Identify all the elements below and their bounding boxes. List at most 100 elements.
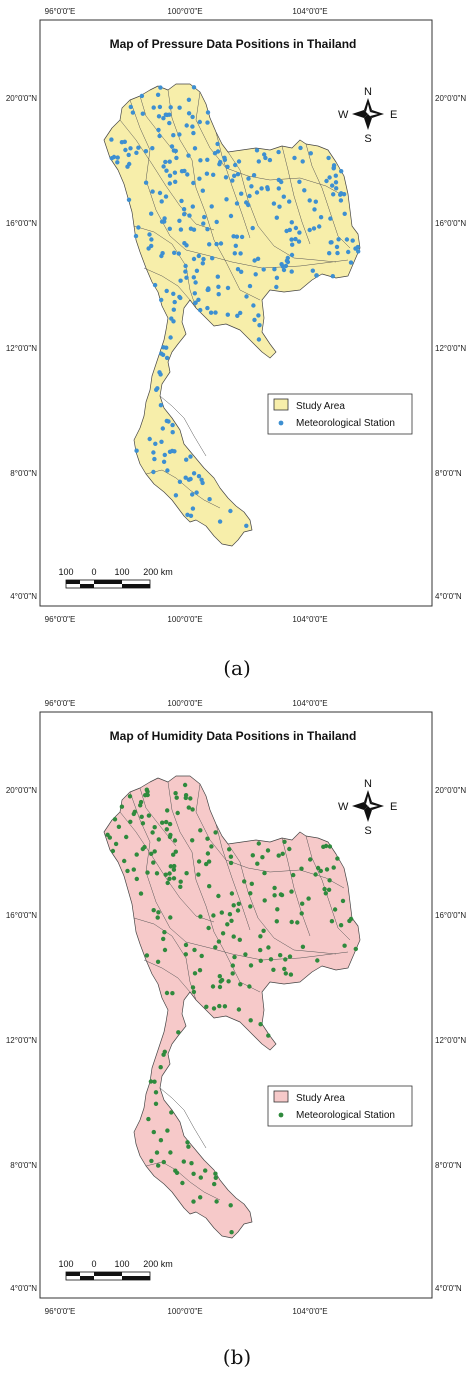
station-marker bbox=[190, 204, 195, 209]
station-marker bbox=[151, 908, 156, 913]
station-marker bbox=[147, 232, 152, 237]
station-marker bbox=[177, 132, 182, 137]
station-marker bbox=[156, 127, 161, 133]
station-marker bbox=[282, 839, 287, 844]
compass-north: N bbox=[364, 86, 372, 98]
station-marker bbox=[239, 269, 244, 274]
station-marker bbox=[158, 1065, 163, 1070]
station-marker bbox=[196, 297, 201, 302]
station-marker bbox=[164, 418, 169, 424]
station-marker bbox=[332, 907, 338, 912]
station-marker bbox=[288, 972, 294, 977]
station-marker bbox=[213, 1175, 218, 1180]
station-marker bbox=[172, 170, 178, 175]
station-marker bbox=[289, 237, 294, 242]
station-marker bbox=[154, 871, 160, 876]
station-marker bbox=[161, 1159, 166, 1165]
lat-tick-16-right: 16°0'0"N bbox=[435, 911, 466, 920]
station-marker bbox=[274, 919, 279, 924]
station-marker bbox=[131, 867, 136, 872]
station-marker bbox=[226, 979, 231, 984]
station-marker bbox=[188, 226, 194, 231]
station-marker bbox=[183, 942, 189, 948]
station-marker bbox=[149, 1158, 154, 1164]
station-marker bbox=[167, 120, 172, 126]
station-marker bbox=[249, 184, 254, 189]
station-marker bbox=[160, 426, 165, 431]
station-marker bbox=[252, 317, 257, 323]
station-marker bbox=[218, 241, 224, 246]
station-marker bbox=[188, 796, 193, 801]
station-marker bbox=[209, 204, 214, 209]
station-marker bbox=[200, 261, 205, 266]
station-marker bbox=[230, 971, 235, 976]
lon-tick-96-bottom: 96°0'0"E bbox=[45, 1307, 76, 1316]
station-marker bbox=[281, 194, 286, 199]
station-marker bbox=[160, 820, 165, 825]
station-marker bbox=[148, 1079, 154, 1084]
station-marker bbox=[207, 242, 212, 247]
station-marker bbox=[186, 1144, 191, 1149]
station-marker bbox=[210, 984, 216, 989]
station-marker bbox=[185, 172, 190, 177]
station-marker bbox=[214, 1199, 219, 1204]
station-marker bbox=[206, 859, 212, 864]
station-marker bbox=[140, 111, 145, 116]
station-marker bbox=[161, 116, 166, 121]
station-marker bbox=[191, 1171, 196, 1176]
station-marker bbox=[196, 474, 202, 479]
station-marker bbox=[134, 150, 139, 155]
station-markers bbox=[109, 85, 361, 528]
station-marker bbox=[344, 237, 350, 242]
station-marker bbox=[186, 97, 192, 103]
lat-tick-8-right: 8°0'0"N bbox=[435, 1161, 462, 1170]
station-marker bbox=[158, 1138, 164, 1143]
station-marker bbox=[258, 934, 263, 939]
station-marker bbox=[285, 255, 290, 261]
station-marker bbox=[168, 335, 173, 340]
station-marker bbox=[105, 832, 110, 837]
station-marker bbox=[256, 841, 261, 846]
station-marker bbox=[174, 795, 179, 800]
compass-south: S bbox=[364, 133, 371, 145]
station-marker bbox=[177, 105, 182, 110]
station-marker bbox=[181, 1159, 186, 1164]
station-marker bbox=[329, 919, 335, 924]
station-marker bbox=[205, 851, 211, 856]
station-marker bbox=[139, 814, 144, 819]
scale-label-100: 100 bbox=[114, 1259, 129, 1269]
station-marker bbox=[167, 226, 172, 231]
station-marker bbox=[324, 867, 330, 872]
station-marker bbox=[200, 188, 205, 193]
station-marker bbox=[127, 794, 133, 799]
station-marker bbox=[338, 198, 344, 203]
station-marker bbox=[223, 175, 229, 180]
scale-label-100-left: 100 bbox=[58, 567, 73, 577]
station-marker bbox=[161, 345, 166, 350]
station-marker bbox=[248, 1018, 253, 1023]
station-marker bbox=[193, 280, 198, 285]
station-marker bbox=[184, 871, 189, 876]
station-marker bbox=[318, 868, 323, 874]
station-marker bbox=[308, 151, 313, 156]
lat-tick-4: 4°0'0"N bbox=[10, 592, 37, 601]
station-marker bbox=[234, 234, 240, 239]
station-marker bbox=[152, 849, 157, 854]
station-marker bbox=[276, 186, 281, 191]
lon-tick-100: 100°0'0"E bbox=[167, 7, 202, 16]
station-marker bbox=[159, 219, 165, 224]
station-marker bbox=[151, 105, 156, 110]
station-marker bbox=[214, 241, 219, 247]
station-marker bbox=[313, 872, 318, 877]
station-marker bbox=[119, 140, 125, 145]
station-marker bbox=[279, 262, 284, 267]
station-marker bbox=[257, 323, 262, 328]
station-marker bbox=[168, 105, 173, 110]
station-marker bbox=[292, 155, 297, 161]
station-marker bbox=[334, 186, 339, 191]
station-marker bbox=[333, 173, 338, 178]
station-marker bbox=[346, 249, 351, 255]
station-marker bbox=[142, 844, 147, 850]
station-marker bbox=[186, 805, 191, 810]
station-marker bbox=[145, 870, 150, 875]
